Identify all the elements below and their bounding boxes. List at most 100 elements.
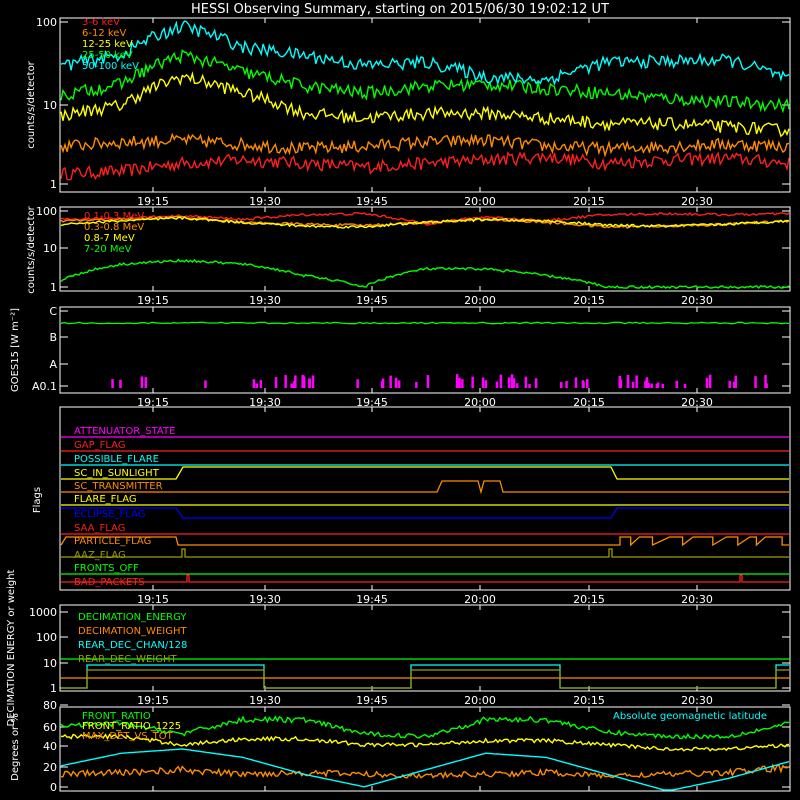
series-line <box>60 71 790 138</box>
goes-short-channel-spike <box>705 377 709 388</box>
panel-hxr-counts: 19:15 19:30 19:45 20:00 20:15 20:30 1 10 100 coun… <box>26 16 791 208</box>
geomagnetic-latitude-label: Absolute geomagnetic latitude <box>613 711 767 722</box>
series-line <box>60 733 790 752</box>
goes-short-channel-spike <box>626 375 630 388</box>
series-line <box>60 20 790 86</box>
x-tick-label: 20:00 <box>464 396 496 409</box>
goes-short-channel-spike <box>581 380 585 388</box>
plot-frame <box>59 604 791 692</box>
goes-short-channel-spike <box>389 375 392 388</box>
y-tick-label: 1 <box>50 281 57 294</box>
flag-label: ECLIPSE_FLAG <box>74 509 145 520</box>
y-axis-label: Flags <box>32 487 43 513</box>
goes-short-channel-spike <box>356 379 359 388</box>
y-tick-label: 10 <box>43 242 57 255</box>
x-tick-label: 20:30 <box>681 593 713 606</box>
series-line <box>60 258 790 290</box>
y-axis-label: DECIMATION ENERGY or weight <box>6 569 17 726</box>
y-tick-label: 60 <box>43 721 57 734</box>
flag-trace <box>61 480 789 495</box>
goes-short-channel-spike <box>499 374 503 388</box>
x-tick-label: 19:45 <box>356 396 388 409</box>
goes-short-channel-spike <box>301 383 305 388</box>
series-line <box>60 715 790 740</box>
goes-short-channel-spike <box>511 380 515 388</box>
legend-entry: 3-6 keV <box>82 17 120 28</box>
series-line <box>60 132 790 158</box>
panel-goes: 19:15 19:30 19:45 20:00 20:15 20:30 A0.1 A BC GOE… <box>10 305 791 409</box>
flag-label: SC_TRANSMITTER <box>74 481 163 492</box>
goes-short-channel-spike <box>765 383 768 388</box>
y-tick-label: 10 <box>43 657 57 670</box>
x-tick-label: 19:15 <box>137 195 169 208</box>
goes-short-channel-spike <box>119 379 122 388</box>
rear-dec-weight-line <box>61 669 789 689</box>
legend-entry: DECIMATION_WEIGHT <box>78 626 187 637</box>
x-tick-label: 19:30 <box>249 294 281 307</box>
legend-entry: 6-12 keV <box>82 28 126 39</box>
x-tick-label: 20:15 <box>573 195 605 208</box>
y-tick-label: B <box>49 331 57 344</box>
goes-short-channel-spike <box>728 380 731 388</box>
goes-short-channel-spike <box>661 383 664 388</box>
y-tick-label: A0.1 <box>32 380 57 393</box>
x-tick-label: 20:15 <box>573 294 605 307</box>
flag-label: FRONTS_OFF <box>74 563 139 574</box>
goes-short-channel-spike <box>274 377 278 388</box>
goes-short-channel-spike <box>683 383 687 388</box>
goes-short-channel-spike <box>524 376 528 388</box>
y-tick-label: 100 <box>36 16 57 29</box>
goes-short-channel-spike <box>495 381 499 388</box>
goes-short-channel-spike <box>290 383 293 388</box>
series-line <box>60 763 790 780</box>
x-tick-label: 20:30 <box>681 694 713 707</box>
goes-short-channel-spike <box>733 381 736 388</box>
y-tick-label: 10 <box>43 99 57 112</box>
goes-short-channel-spike <box>308 378 311 388</box>
series-line <box>60 216 790 229</box>
goes-short-channel-spike <box>292 381 296 388</box>
flag-label: FLARE_FLAG <box>74 494 137 505</box>
x-tick-label: 19:30 <box>249 694 281 707</box>
y-tick-label: 100 <box>36 631 57 644</box>
goes-short-channel-spike <box>655 383 659 388</box>
legend-entry: REAR_DEC_WEIGHT <box>78 654 177 665</box>
goes-short-channel-spike <box>259 380 263 388</box>
legend-entry: 0.8-7 MeV <box>84 233 135 244</box>
goes-short-channel-spike <box>204 380 207 388</box>
x-tick-label: 19:45 <box>356 195 388 208</box>
legend-entry: 12-25 keV <box>82 39 133 50</box>
goes-short-channel-spike <box>631 381 635 388</box>
goes-short-channel-spike <box>586 379 589 388</box>
goes-short-channel-spike <box>708 374 712 388</box>
goes-short-channel-spike <box>754 376 757 388</box>
x-tick-label: 20:30 <box>681 195 713 208</box>
flag-label: SC_IN_SUNLIGHT <box>74 468 160 479</box>
y-axis-label: counts/s/detector <box>26 205 37 293</box>
x-tick-label: 20:00 <box>464 694 496 707</box>
legend-entry: 7-20 MeV <box>84 244 132 255</box>
x-tick-label: 19:30 <box>249 593 281 606</box>
goes-short-channel-spike <box>484 380 488 388</box>
y-tick-label: 100 <box>36 205 57 218</box>
goes-long-channel-line <box>60 321 790 325</box>
x-tick-label: 20:30 <box>681 396 713 409</box>
goes-short-channel-spike <box>458 377 461 388</box>
goes-short-channel-spike <box>650 383 653 388</box>
goes-short-channel-spike <box>507 377 511 388</box>
flag-trace <box>60 536 789 547</box>
goes-short-channel-spike <box>294 375 297 388</box>
plot-frame <box>59 406 791 591</box>
legend-entry: REAR_DEC_CHAN/128 <box>78 640 187 651</box>
goes-short-channel-spike <box>284 375 287 388</box>
x-tick-label: 20:30 <box>681 294 713 307</box>
flag-label: ATTENUATOR_STATE <box>74 426 175 437</box>
panel-flags: 19:15 19:30 19:45 20:00 20:15 20:30 Flags ATTEN… <box>32 406 791 606</box>
flag-trace <box>61 574 789 583</box>
goes-short-channel-spike <box>675 380 678 388</box>
goes-short-channel-spike <box>255 383 258 388</box>
series-line <box>60 748 790 791</box>
y-axis-label: counts/s/detector <box>26 60 37 148</box>
legend-entry: 0.1-0.3 MeV <box>84 211 144 222</box>
x-tick-label: 19:15 <box>137 694 169 707</box>
